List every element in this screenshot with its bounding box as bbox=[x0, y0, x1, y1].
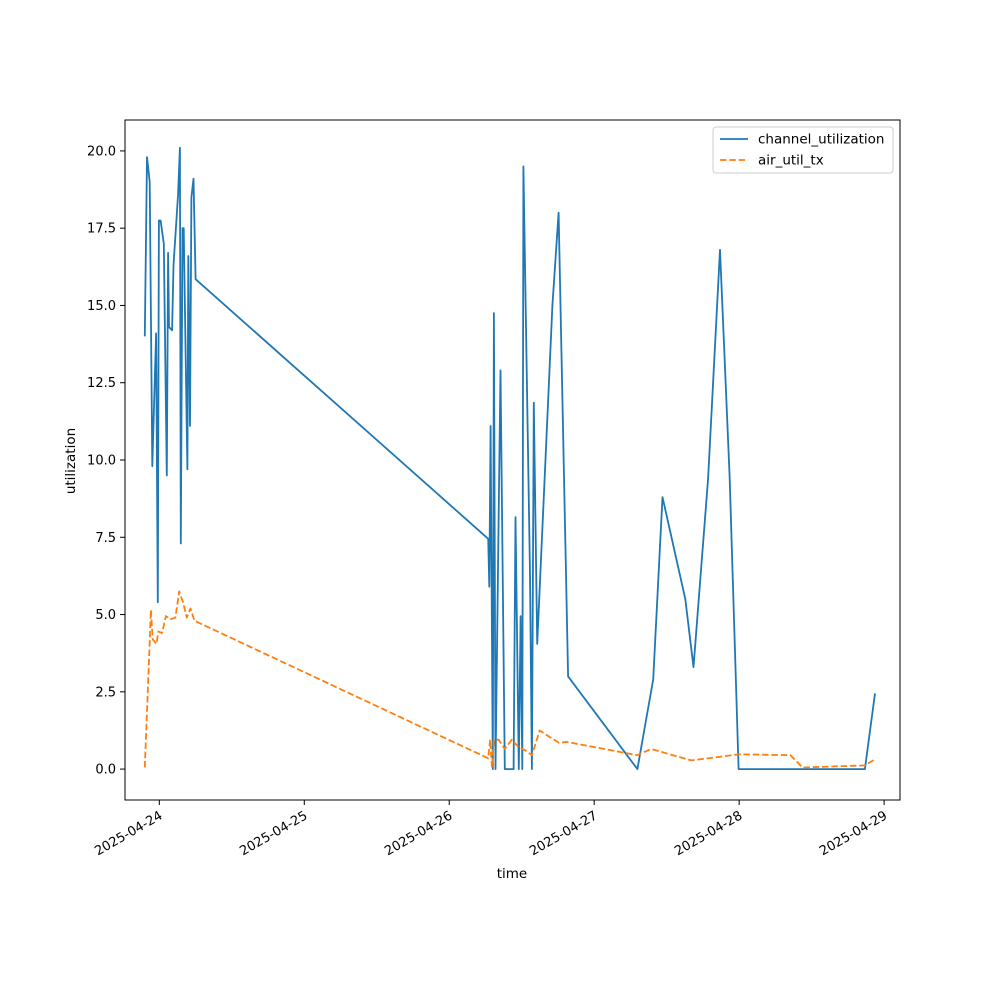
x-tick-label: 2025-04-27 bbox=[527, 808, 600, 859]
legend: channel_utilization air_util_tx bbox=[712, 126, 894, 174]
series-line-channel_utilization bbox=[143, 146, 876, 770]
x-axis-label: time bbox=[497, 866, 528, 882]
y-tick-label: 5.0 bbox=[95, 608, 116, 623]
y-tick-label: 2.5 bbox=[95, 685, 116, 700]
legend-label-channel_utilization: channel_utilization bbox=[758, 132, 885, 148]
y-tick-label: 0.0 bbox=[95, 763, 116, 778]
x-tick-label: 2025-04-26 bbox=[382, 808, 455, 859]
plot-frame bbox=[124, 119, 901, 801]
y-tick-label: 10.0 bbox=[87, 454, 116, 469]
y-tick-label: 17.5 bbox=[87, 222, 116, 237]
y-axis-label: utilization bbox=[63, 428, 79, 494]
y-tick-label: 20.0 bbox=[87, 144, 116, 159]
legend-frame bbox=[712, 126, 894, 174]
x-tick-label: 2025-04-25 bbox=[237, 808, 310, 859]
series-layer bbox=[143, 146, 876, 770]
x-tick-label: 2025-04-29 bbox=[817, 808, 890, 859]
x-tick-label: 2025-04-24 bbox=[92, 808, 165, 859]
x-tick-label: 2025-04-28 bbox=[672, 808, 745, 859]
y-tick-label: 7.5 bbox=[95, 531, 116, 546]
y-tick-label: 12.5 bbox=[87, 376, 116, 391]
y-tick-label: 15.0 bbox=[87, 299, 116, 314]
series-line-air_util_tx bbox=[143, 590, 875, 769]
legend-label-air_util_tx: air_util_tx bbox=[758, 153, 824, 169]
